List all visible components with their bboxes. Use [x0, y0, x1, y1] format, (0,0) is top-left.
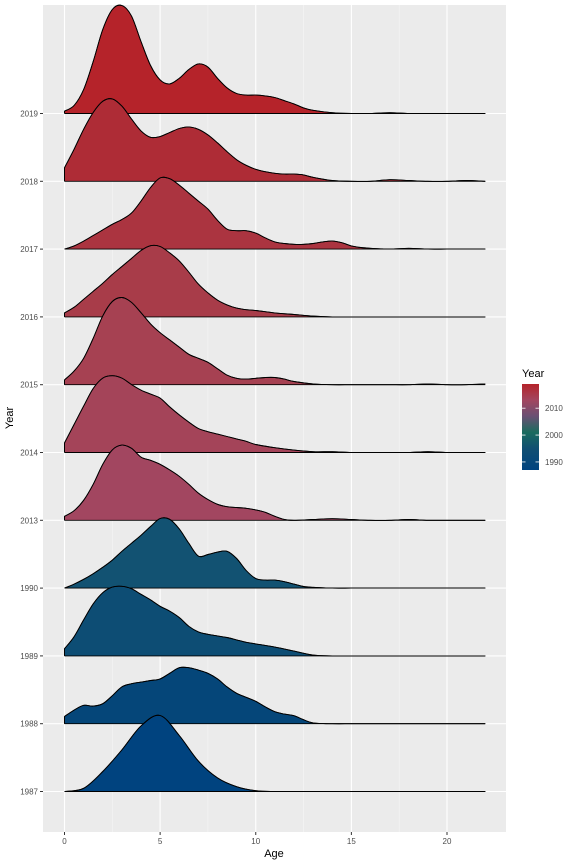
- x-axis: 0 5 10 15 20: [62, 832, 452, 846]
- ridge-curve: [64, 176, 486, 250]
- ridge-1989: [64, 585, 486, 657]
- ridge-area: [64, 5, 486, 114]
- ridge-area: [64, 245, 486, 317]
- x-tick-label: 5: [158, 837, 163, 846]
- x-axis-label: Age: [264, 848, 284, 860]
- y-tick-label: 2019: [20, 110, 38, 119]
- y-tick-label: 2015: [20, 381, 38, 390]
- legend-title: Year: [522, 368, 545, 380]
- y-tick-label: 2013: [20, 516, 38, 525]
- ridge-area: [64, 586, 486, 656]
- x-tick-label: 0: [62, 837, 67, 846]
- ridge-area: [64, 297, 486, 385]
- x-tick-label: 10: [251, 837, 260, 846]
- ridges: [64, 4, 486, 793]
- ridge-1987: [64, 714, 486, 793]
- y-axis-label: Year: [4, 407, 16, 430]
- y-tick-label: 2018: [20, 177, 38, 186]
- y-tick-label: 1989: [20, 652, 38, 661]
- ridge-2015: [64, 297, 486, 386]
- legend-tick-label: 2000: [545, 431, 563, 440]
- y-tick-label: 2017: [20, 245, 38, 254]
- legend: Year 1990 2000 2010: [522, 368, 563, 470]
- x-tick-label: 15: [347, 837, 356, 846]
- ridge-area: [64, 98, 486, 182]
- y-tick-label: 1987: [20, 788, 38, 797]
- y-tick-label: 1990: [20, 584, 38, 593]
- ridge-area: [64, 667, 486, 724]
- ridge-2019: [64, 4, 486, 115]
- ridge-2018: [64, 98, 486, 182]
- ridge-2013: [64, 444, 486, 521]
- y-tick-label: 1988: [20, 720, 38, 729]
- ridge-area: [64, 177, 486, 250]
- legend-tick-label: 1990: [545, 458, 563, 467]
- ridge-1988: [64, 666, 486, 725]
- ridge-1990: [64, 517, 486, 589]
- y-tick-label: 2016: [20, 313, 38, 322]
- ridge-area: [64, 375, 486, 453]
- legend-colorbar: [522, 384, 539, 470]
- ridge-area: [64, 517, 486, 589]
- y-tick-label: 2014: [20, 449, 38, 458]
- x-tick-label: 20: [443, 837, 452, 846]
- y-axis: 1987 1988 1989 1990 2013 2014 2015 2016 2017 2018…: [20, 110, 43, 797]
- ridge-2017: [64, 176, 486, 250]
- ridge-area: [64, 445, 486, 521]
- legend-tick-label: 2010: [545, 404, 563, 413]
- ridge-area: [64, 715, 486, 792]
